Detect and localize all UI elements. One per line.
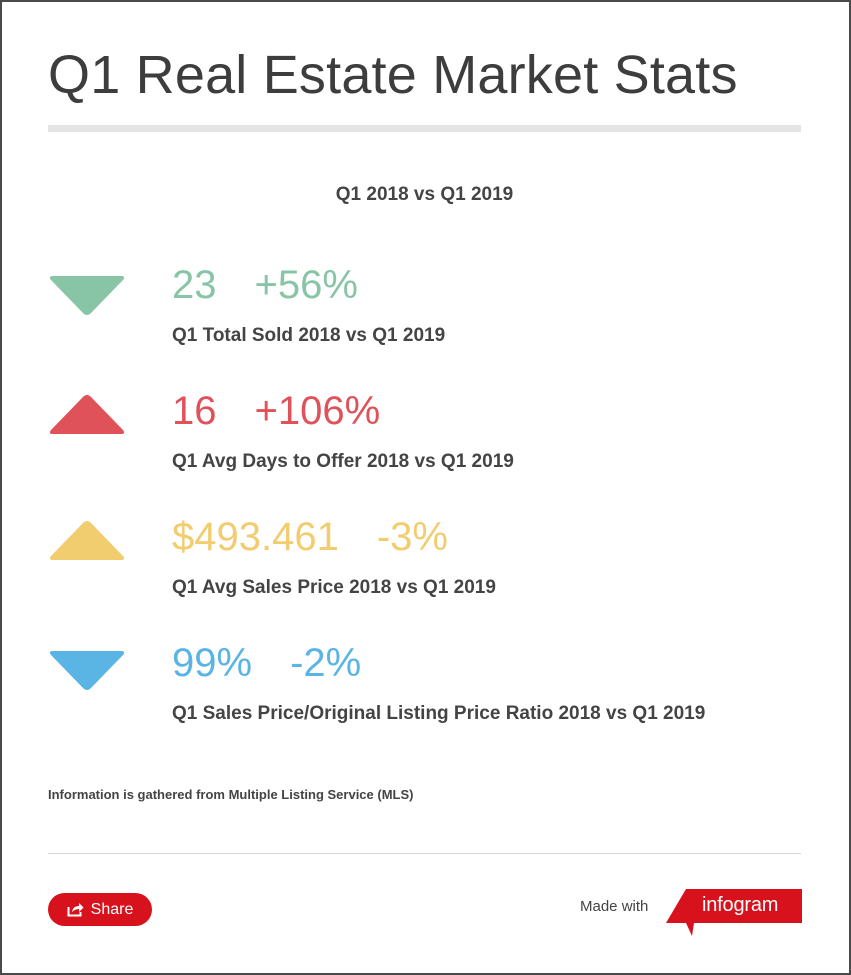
infogram-logo[interactable]: infogram bbox=[666, 887, 802, 938]
source-footnote: Information is gathered from Multiple Li… bbox=[48, 787, 414, 802]
stat-change: +106% bbox=[254, 389, 381, 433]
share-label: Share bbox=[90, 900, 134, 918]
triangle-up-icon bbox=[49, 395, 125, 434]
comparison-subtitle: Q1 2018 vs Q1 2019 bbox=[335, 184, 514, 205]
stat-avg-days-to-offer: 16 +106% Q1 Avg Days to Offer 2018 vs Q1 … bbox=[0, 389, 851, 489]
title-divider bbox=[48, 125, 801, 132]
triangle-down-icon bbox=[49, 276, 125, 315]
stat-avg-sales-price: $493.461 -3% Q1 Avg Sales Price 2018 vs Q… bbox=[0, 515, 851, 615]
stat-change: -2% bbox=[290, 641, 362, 685]
footer-divider bbox=[48, 853, 801, 854]
stat-label: Q1 Avg Sales Price 2018 vs Q1 2019 bbox=[172, 577, 496, 598]
stat-change: -3% bbox=[376, 515, 448, 559]
made-with-text: Made with bbox=[580, 898, 649, 915]
stat-label: Q1 Total Sold 2018 vs Q1 2019 bbox=[172, 325, 446, 346]
stat-value: 16 bbox=[172, 389, 217, 433]
share-button[interactable]: Share bbox=[48, 893, 152, 926]
stat-price-ratio: 99% -2% Q1 Sales Price/Original Listing P… bbox=[0, 641, 851, 741]
infogram-logo-shape bbox=[666, 889, 802, 936]
triangle-up-icon bbox=[49, 521, 125, 560]
page-title: Q1 Real Estate Market Stats bbox=[48, 45, 738, 105]
stat-label: Q1 Sales Price/Original Listing Price Ra… bbox=[172, 703, 706, 724]
stat-value: $493.461 bbox=[172, 515, 339, 559]
stat-value: 99% bbox=[172, 641, 253, 685]
stat-change: +56% bbox=[254, 263, 358, 307]
stat-total-sold: 23 +56% Q1 Total Sold 2018 vs Q1 2019 bbox=[0, 263, 851, 363]
stat-label: Q1 Avg Days to Offer 2018 vs Q1 2019 bbox=[172, 451, 514, 472]
stat-value: 23 bbox=[172, 263, 217, 307]
triangle-down-icon bbox=[49, 651, 125, 690]
infogram-logo-text: infogram bbox=[702, 894, 779, 916]
share-icon bbox=[67, 903, 84, 917]
